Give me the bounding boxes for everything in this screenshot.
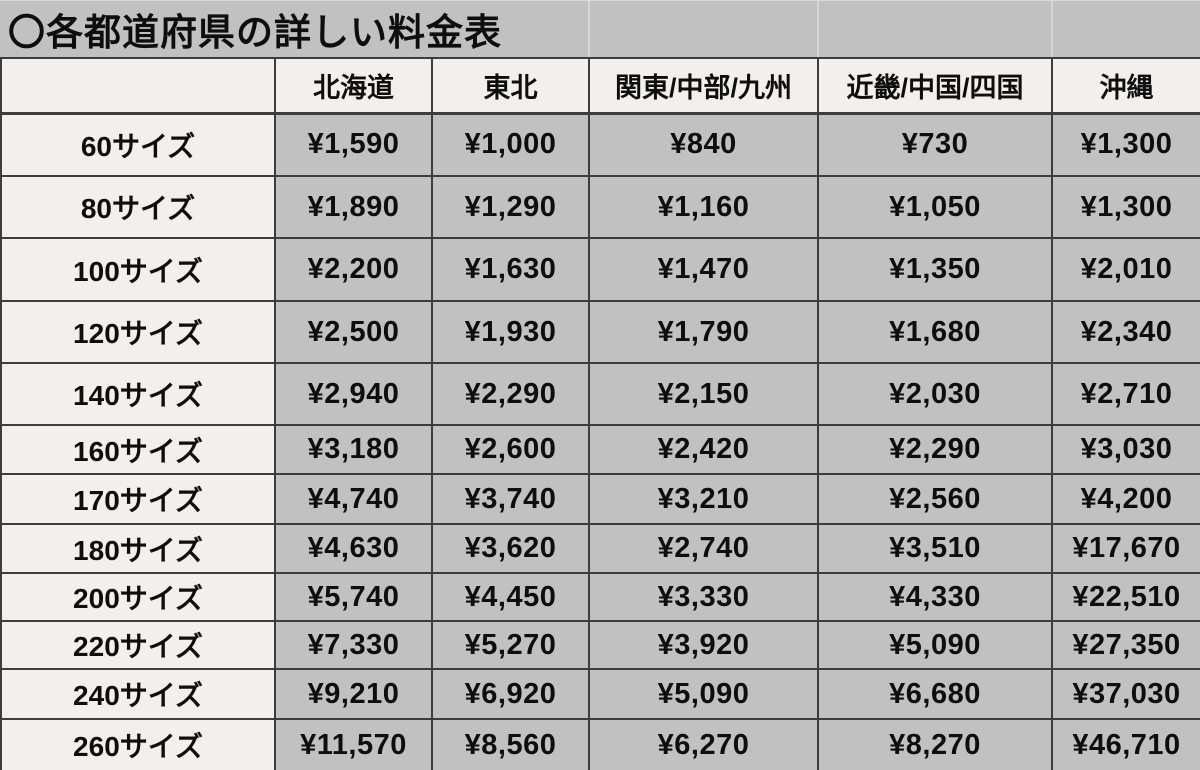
price-cell-okinawa: ¥2,340 [1051,300,1200,364]
price-cell-okinawa: ¥4,200 [1051,473,1200,525]
price-cell-tohoku: ¥5,270 [431,620,590,670]
price-cell-okinawa: ¥3,030 [1051,424,1200,475]
price-cell-hokkaido: ¥2,500 [274,300,433,364]
price-cell-okinawa: ¥37,030 [1051,668,1200,720]
price-cell-kanto-chubu-kyushu: ¥2,150 [588,362,819,426]
price-cell-tohoku: ¥3,620 [431,523,590,574]
price-cell-hokkaido: ¥9,210 [274,668,433,720]
price-cell-kinki-chugoku-shikoku: ¥4,330 [817,572,1053,622]
column-header-okinawa: 沖縄 [1051,57,1200,115]
table-row: 260サイズ ¥11,570 ¥8,560 ¥6,270 ¥8,270 ¥46,710 [0,718,1200,770]
price-cell-kanto-chubu-kyushu: ¥1,160 [588,175,819,239]
price-cell-kinki-chugoku-shikoku: ¥5,090 [817,620,1053,670]
price-cell-tohoku: ¥6,920 [431,668,590,720]
table-row: 80サイズ ¥1,890 ¥1,290 ¥1,160 ¥1,050 ¥1,300 [0,175,1200,239]
column-header-kinki-chugoku-shikoku: 近畿/中国/四国 [817,57,1053,115]
size-cell: 200サイズ [0,572,276,622]
corner-cell [0,57,276,115]
price-cell-okinawa: ¥27,350 [1051,620,1200,670]
size-cell: 60サイズ [0,112,276,177]
table-row: 220サイズ ¥7,330 ¥5,270 ¥3,920 ¥5,090 ¥27,350 [0,620,1200,670]
table-row: 240サイズ ¥9,210 ¥6,920 ¥5,090 ¥6,680 ¥37,030 [0,668,1200,720]
price-cell-kinki-chugoku-shikoku: ¥2,030 [817,362,1053,426]
price-cell-okinawa: ¥1,300 [1051,175,1200,239]
price-cell-tohoku: ¥4,450 [431,572,590,622]
size-cell: 80サイズ [0,175,276,239]
price-cell-kinki-chugoku-shikoku: ¥1,050 [817,175,1053,239]
size-cell: 180サイズ [0,523,276,574]
price-cell-kanto-chubu-kyushu: ¥2,420 [588,424,819,475]
table-row: 160サイズ ¥3,180 ¥2,600 ¥2,420 ¥2,290 ¥3,030 [0,424,1200,475]
price-cell-kanto-chubu-kyushu: ¥3,210 [588,473,819,525]
size-cell: 120サイズ [0,300,276,364]
table-row: 60サイズ ¥1,590 ¥1,000 ¥840 ¥730 ¥1,300 [0,112,1200,177]
table-row: 100サイズ ¥2,200 ¥1,630 ¥1,470 ¥1,350 ¥2,010 [0,237,1200,302]
title-bar-segment [588,1,817,57]
price-cell-tohoku: ¥2,600 [431,424,590,475]
column-header-tohoku: 東北 [431,57,590,115]
column-header-kanto-chubu-kyushu: 関東/中部/九州 [588,57,819,115]
price-cell-hokkaido: ¥1,890 [274,175,433,239]
price-cell-okinawa: ¥1,300 [1051,112,1200,177]
price-cell-kinki-chugoku-shikoku: ¥2,560 [817,473,1053,525]
price-cell-hokkaido: ¥4,630 [274,523,433,574]
price-cell-kanto-chubu-kyushu: ¥3,920 [588,620,819,670]
price-cell-kinki-chugoku-shikoku: ¥1,680 [817,300,1053,364]
size-cell: 240サイズ [0,668,276,720]
price-cell-hokkaido: ¥7,330 [274,620,433,670]
price-cell-tohoku: ¥2,290 [431,362,590,426]
price-cell-tohoku: ¥1,290 [431,175,590,239]
price-cell-kanto-chubu-kyushu: ¥1,790 [588,300,819,364]
price-cell-tohoku: ¥1,930 [431,300,590,364]
price-cell-hokkaido: ¥11,570 [274,718,433,770]
price-cell-tohoku: ¥3,740 [431,473,590,525]
price-cell-hokkaido: ¥3,180 [274,424,433,475]
price-cell-okinawa: ¥46,710 [1051,718,1200,770]
title-bar: 〇各都道府県の詳しい料金表 [0,0,1200,57]
size-cell: 220サイズ [0,620,276,670]
title-bar-segment [1051,1,1200,57]
size-cell: 170サイズ [0,473,276,525]
price-cell-kinki-chugoku-shikoku: ¥1,350 [817,237,1053,302]
price-cell-kinki-chugoku-shikoku: ¥3,510 [817,523,1053,574]
price-cell-okinawa: ¥17,670 [1051,523,1200,574]
table-row: 140サイズ ¥2,940 ¥2,290 ¥2,150 ¥2,030 ¥2,710 [0,362,1200,426]
price-cell-okinawa: ¥2,010 [1051,237,1200,302]
table-row: 170サイズ ¥4,740 ¥3,740 ¥3,210 ¥2,560 ¥4,200 [0,473,1200,525]
title-bar-segment [817,1,1051,57]
fee-table: 北海道 東北 関東/中部/九州 近畿/中国/四国 沖縄 60サイズ ¥1,590 ¥1,00… [0,57,1200,770]
table-row: 180サイズ ¥4,630 ¥3,620 ¥2,740 ¥3,510 ¥17,670 [0,523,1200,574]
price-cell-kanto-chubu-kyushu: ¥840 [588,112,819,177]
price-cell-okinawa: ¥22,510 [1051,572,1200,622]
price-cell-hokkaido: ¥1,590 [274,112,433,177]
price-cell-tohoku: ¥8,560 [431,718,590,770]
page-title: 〇各都道府県の詳しい料金表 [8,12,502,53]
table-row: 120サイズ ¥2,500 ¥1,930 ¥1,790 ¥1,680 ¥2,340 [0,300,1200,364]
price-cell-hokkaido: ¥2,940 [274,362,433,426]
header-row: 北海道 東北 関東/中部/九州 近畿/中国/四国 沖縄 [0,57,1200,115]
table-row: 200サイズ ¥5,740 ¥4,450 ¥3,330 ¥4,330 ¥22,510 [0,572,1200,622]
size-cell: 160サイズ [0,424,276,475]
price-cell-hokkaido: ¥4,740 [274,473,433,525]
price-cell-tohoku: ¥1,000 [431,112,590,177]
price-cell-hokkaido: ¥5,740 [274,572,433,622]
price-cell-kinki-chugoku-shikoku: ¥2,290 [817,424,1053,475]
column-header-hokkaido: 北海道 [274,57,433,115]
price-cell-tohoku: ¥1,630 [431,237,590,302]
price-cell-kanto-chubu-kyushu: ¥2,740 [588,523,819,574]
size-cell: 260サイズ [0,718,276,770]
price-cell-kinki-chugoku-shikoku: ¥8,270 [817,718,1053,770]
price-cell-hokkaido: ¥2,200 [274,237,433,302]
price-cell-kinki-chugoku-shikoku: ¥6,680 [817,668,1053,720]
size-cell: 140サイズ [0,362,276,426]
price-cell-kanto-chubu-kyushu: ¥6,270 [588,718,819,770]
price-cell-kinki-chugoku-shikoku: ¥730 [817,112,1053,177]
price-cell-kanto-chubu-kyushu: ¥1,470 [588,237,819,302]
size-cell: 100サイズ [0,237,276,302]
price-cell-okinawa: ¥2,710 [1051,362,1200,426]
price-cell-kanto-chubu-kyushu: ¥5,090 [588,668,819,720]
price-cell-kanto-chubu-kyushu: ¥3,330 [588,572,819,622]
